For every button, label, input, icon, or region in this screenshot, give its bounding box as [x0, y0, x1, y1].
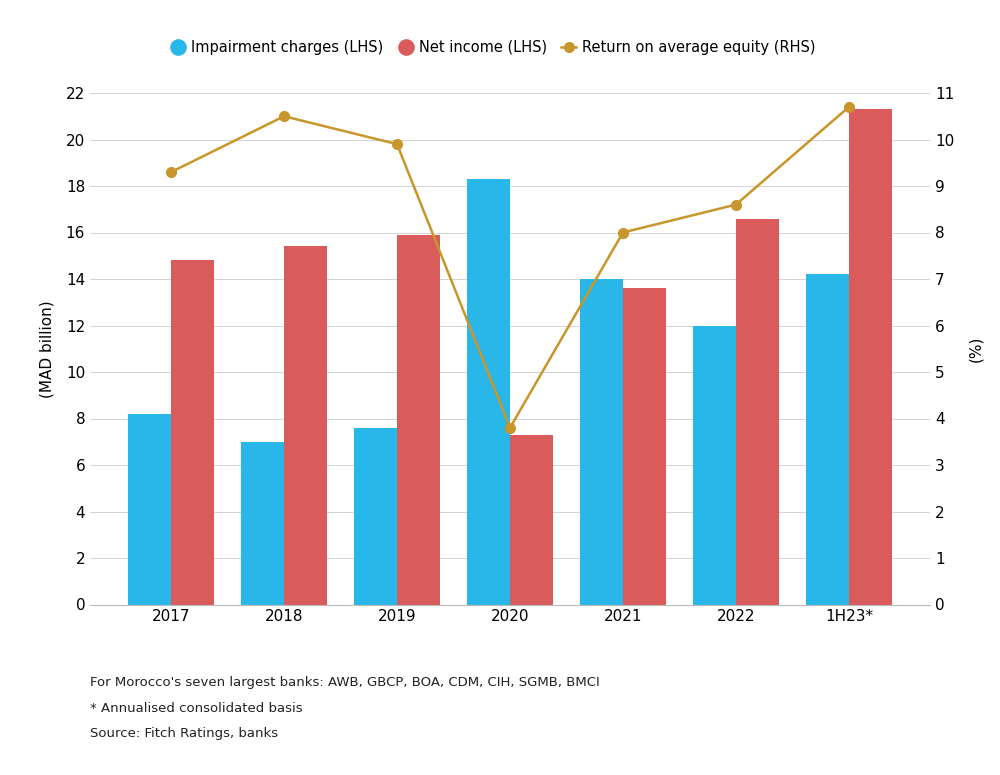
Y-axis label: (%): (%) [968, 336, 983, 362]
Bar [806, 274, 849, 604]
Bar [510, 435, 553, 604]
Bar [736, 219, 779, 604]
Bar [171, 260, 214, 604]
Bar [623, 288, 666, 604]
Bar [849, 109, 892, 604]
Bar [397, 235, 440, 604]
Bar [580, 279, 623, 604]
Text: * Annualised consolidated basis: * Annualised consolidated basis [90, 701, 303, 715]
Y-axis label: (MAD billion): (MAD billion) [40, 300, 55, 398]
Bar [284, 246, 327, 604]
Legend: Impairment charges (LHS), Net income (LHS), Return on average equity (RHS): Impairment charges (LHS), Net income (LH… [165, 34, 821, 60]
Text: For Morocco's seven largest banks: AWB, GBCP, BOA, CDM, CIH, SGMB, BMCI: For Morocco's seven largest banks: AWB, … [90, 676, 600, 689]
Text: Source: Fitch Ratings, banks: Source: Fitch Ratings, banks [90, 727, 278, 740]
Bar [467, 179, 510, 604]
Bar [128, 414, 171, 604]
Bar [354, 428, 397, 604]
Bar [693, 326, 736, 604]
Bar [241, 442, 284, 604]
